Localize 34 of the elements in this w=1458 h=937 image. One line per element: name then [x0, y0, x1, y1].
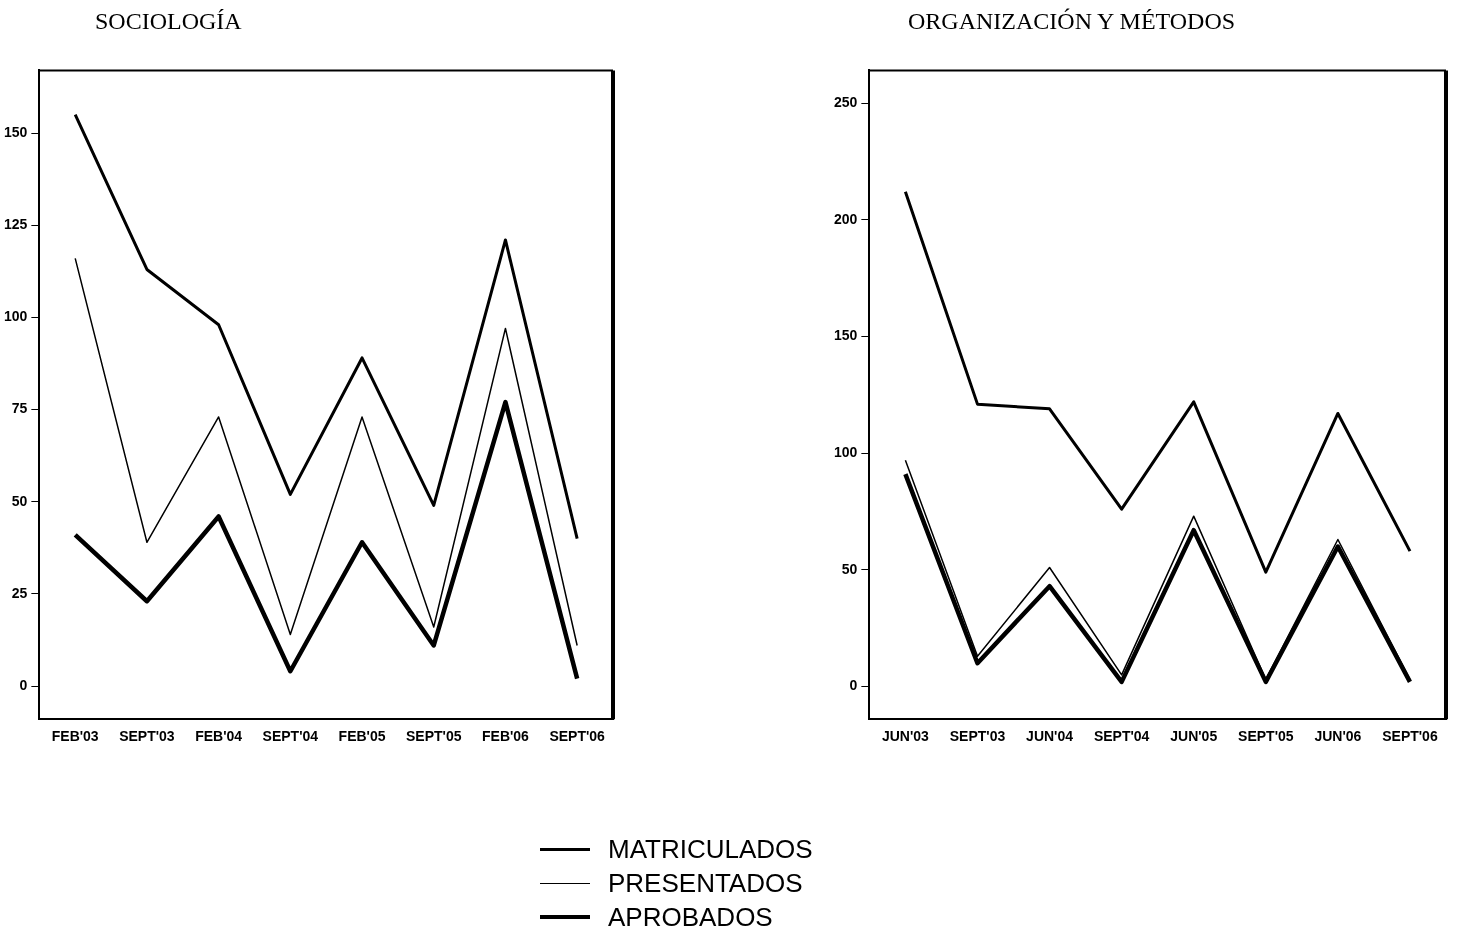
y-tick-label: 150 [4, 123, 28, 140]
x-tick-label: JUN'05 [1170, 728, 1218, 745]
x-tick-label: SEPT'06 [1382, 728, 1438, 745]
legend-label: APROBADOS [608, 901, 773, 933]
y-tick-label: 50 [11, 492, 28, 509]
chart-title: ORGANIZACIÓN Y MÉTODOS [908, 8, 1236, 35]
x-tick-label: JUN'06 [1314, 728, 1362, 745]
x-tick-label: SEPT'05 [1238, 728, 1294, 745]
x-tick-label: FEB'03 [51, 728, 99, 745]
x-tick-label: SEPT'06 [549, 728, 606, 745]
y-tick-label: 150 [834, 327, 858, 344]
x-tick-label: JUN'03 [881, 728, 930, 745]
x-tick-label: FEB'04 [195, 728, 243, 745]
y-tick-label: 250 [834, 93, 858, 110]
y-tick-label: 50 [841, 560, 858, 577]
x-tick-label: SEPT'04 [1093, 728, 1150, 745]
x-tick-label: SEPT'04 [262, 728, 319, 745]
x-tick-label: SEPT'05 [406, 728, 462, 745]
y-tick-label: 0 [19, 676, 28, 693]
x-tick-label: SEPT'03 [119, 728, 175, 745]
chart-title: SOCIOLOGÍA [95, 8, 242, 35]
y-tick-label: 125 [4, 216, 28, 233]
x-tick-label: JUN'04 [1026, 728, 1074, 745]
y-tick-label: 100 [4, 308, 28, 325]
y-tick-label: 100 [834, 444, 858, 460]
y-tick-label: 75 [11, 400, 28, 417]
legend-label: MATRICULADOS [608, 833, 813, 865]
y-tick-label: 0 [849, 677, 858, 694]
x-tick-label: FEB'05 [338, 728, 386, 745]
x-tick-label: SEPT'03 [949, 728, 1006, 745]
y-tick-label: 25 [11, 584, 28, 601]
legend-label: PRESENTADOS [608, 867, 803, 899]
y-tick-label: 200 [834, 210, 858, 227]
x-tick-label: FEB'06 [481, 728, 530, 745]
